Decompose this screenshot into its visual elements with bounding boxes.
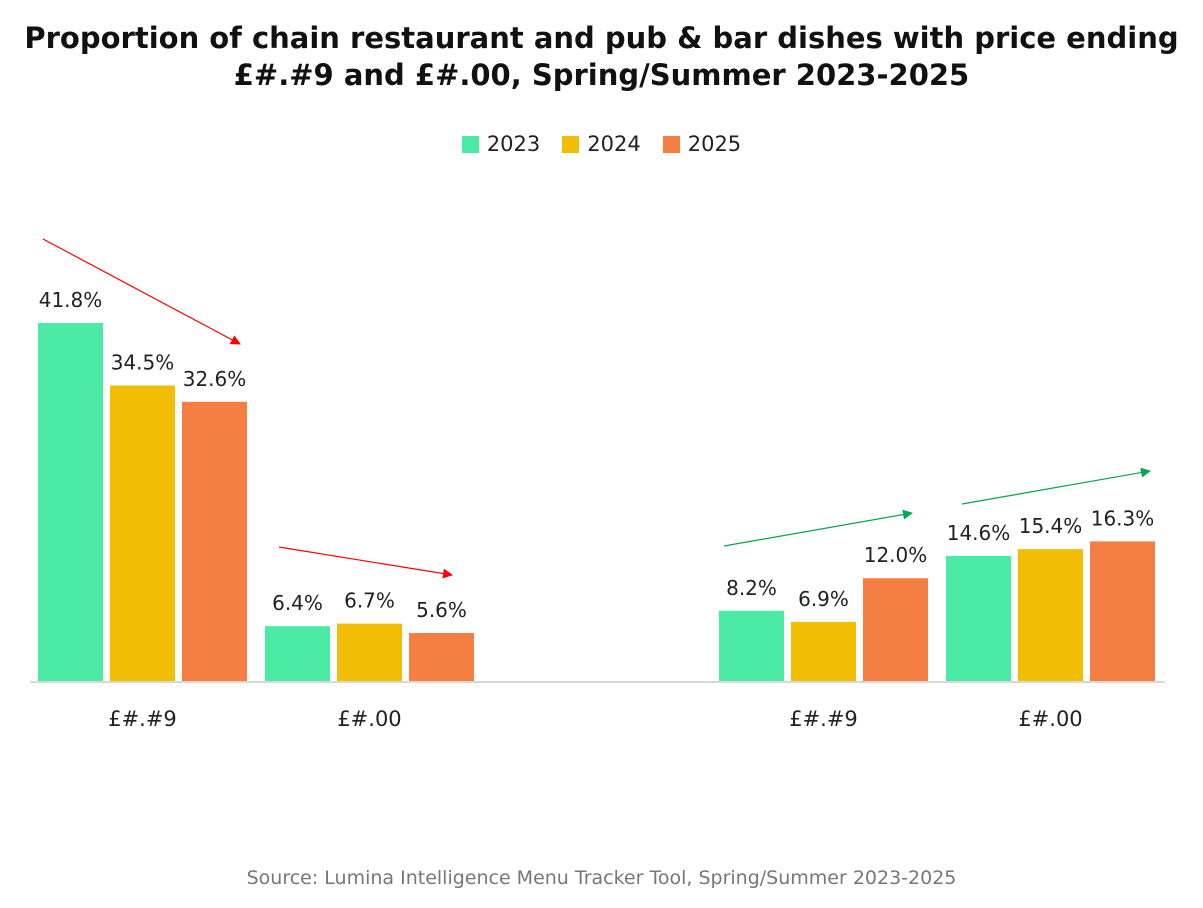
legend-swatch-2023 (461, 135, 479, 153)
data-label-2023-0: 41.8% (39, 288, 103, 312)
legend: 2023 2024 2025 (0, 132, 1203, 156)
x-tick-label-1: £#.00 (337, 707, 401, 731)
bar-2024-3 (1018, 549, 1083, 681)
trend-arrow-up-3 (961, 467, 1151, 505)
trend-arrow-down-1 (278, 546, 453, 579)
x-tick-label-0: £#.#9 (108, 707, 177, 731)
trend-arrow-up-2 (723, 509, 913, 547)
bar-2025-1 (409, 633, 474, 681)
x-tick-label-3: £#.00 (1018, 707, 1082, 731)
bar-2025-0 (182, 401, 247, 681)
data-label-2023-3: 14.6% (947, 521, 1011, 545)
legend-item-2023: 2023 (461, 132, 541, 156)
x-tick-label-2: £#.#9 (789, 707, 858, 731)
bar-2024-0 (110, 385, 175, 681)
legend-label-2023: 2023 (486, 132, 541, 156)
bar-2024-2 (791, 621, 856, 681)
bar-2023-3 (946, 555, 1011, 681)
source-note: Source: Lumina Intelligence Menu Tracker… (246, 867, 957, 889)
trend-arrow-down-0 (42, 238, 241, 345)
legend-swatch-2024 (562, 135, 580, 153)
bar-2023-1 (265, 626, 330, 681)
legend-item-2024: 2024 (562, 132, 641, 156)
bar-2025-2 (863, 578, 928, 681)
data-label-2025-0: 32.6% (183, 367, 247, 391)
legend-label-2025: 2025 (687, 132, 742, 156)
legend-swatch-2025 (662, 135, 680, 153)
data-label-2024-1: 6.7% (344, 589, 395, 613)
data-label-2024-0: 34.5% (111, 351, 175, 375)
bar-2023-2 (719, 610, 784, 681)
chart-title: Proportion of chain restaurant and pub &… (0, 20, 1203, 94)
data-label-2023-2: 8.2% (726, 576, 777, 600)
chart-title-line-2: £#.#9 and £#.00, Spring/Summer 2023-2025 (233, 58, 970, 92)
chart-title-line-1: Proportion of chain restaurant and pub &… (24, 21, 1179, 55)
bar-2023-0 (38, 322, 103, 681)
data-label-2024-2: 6.9% (798, 587, 849, 611)
bar-2025-3 (1090, 541, 1155, 681)
data-label-2025-1: 5.6% (416, 598, 467, 622)
data-label-2024-3: 15.4% (1019, 514, 1083, 538)
data-label-2023-1: 6.4% (272, 591, 323, 615)
data-label-2025-2: 12.0% (864, 543, 928, 567)
legend-label-2024: 2024 (587, 132, 641, 156)
bar-2024-1 (337, 623, 402, 681)
data-label-2025-3: 16.3% (1091, 506, 1155, 530)
legend-item-2025: 2025 (662, 132, 742, 156)
